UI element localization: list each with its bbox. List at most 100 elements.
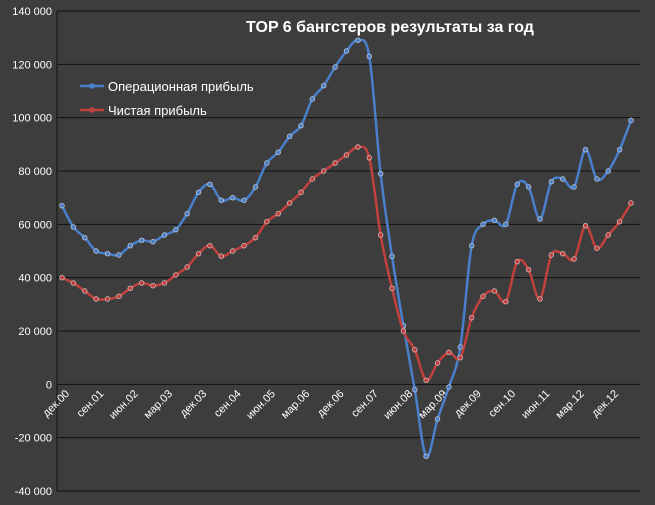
series-operating-profit-point	[548, 178, 555, 185]
series-operating-profit-point	[82, 234, 88, 241]
series-net-profit-point	[343, 152, 350, 158]
y-tick-label: -40 000	[15, 486, 52, 498]
series-operating-profit-point	[218, 197, 225, 204]
series-operating-profit-point	[70, 224, 77, 230]
x-tick-label: дек.00	[41, 388, 73, 420]
legend-marker-operating	[89, 83, 95, 89]
series-net-profit-point	[116, 293, 122, 300]
series-net-profit-point	[218, 253, 225, 260]
series-net-profit-point	[59, 274, 65, 281]
x-tick-label: сен.01	[75, 388, 107, 420]
series-operating-profit-point	[366, 53, 372, 60]
series-net-profit-point	[537, 296, 543, 302]
series-net-profit-point	[207, 242, 213, 249]
series-operating-profit-point	[560, 176, 566, 182]
legend-item-operating-profit: Операционная прибыль	[80, 79, 254, 94]
y-tick-label: 120 000	[12, 59, 52, 71]
series-operating-profit-point	[241, 197, 247, 204]
series-operating-profit-point	[537, 216, 543, 222]
y-tick-label: 40 000	[18, 273, 52, 285]
x-tick-label: мар.09	[416, 388, 449, 421]
series-net-profit-point	[93, 296, 99, 302]
x-tick-label: сен.10	[486, 388, 518, 420]
series-net-profit-point	[423, 377, 429, 384]
y-tick-label: 0	[46, 379, 52, 391]
series-operating-profit-point	[355, 37, 361, 44]
series-net-profit-point	[400, 328, 407, 334]
series-net-profit-point	[446, 349, 452, 356]
series-operating-profit-point	[468, 242, 475, 249]
series-net-profit-point	[70, 280, 77, 286]
series-net-profit-point	[264, 218, 270, 225]
series-net-profit-point	[616, 218, 623, 225]
series-net-profit-point	[560, 250, 566, 257]
series-net-profit-point	[605, 232, 611, 238]
series-net-profit-point	[594, 245, 600, 252]
y-axis-ticks: -40 000 -20 000 0 20 000 40 000 60 000 80 000 1…	[12, 6, 52, 498]
series-operating-profit-point	[252, 184, 259, 190]
series-operating-profit-point	[207, 181, 213, 188]
x-tick-label: июн.11	[519, 388, 552, 421]
series-operating-profit-point	[275, 149, 281, 156]
series-net-profit-point	[241, 242, 247, 249]
series-net-profit-point	[628, 200, 634, 206]
series-operating-profit-point	[264, 160, 270, 166]
series-operating-profit-point	[412, 386, 418, 393]
series-net-profit-point	[468, 314, 475, 321]
series-operating-profit-point	[446, 384, 452, 390]
y-tick-label: 140 000	[12, 6, 52, 18]
series-operating-profit-point	[184, 210, 190, 217]
series-operating-profit-point	[298, 122, 304, 129]
series-net-profit-line	[61, 145, 633, 382]
series-net-profit-point	[377, 232, 384, 238]
gridlines	[56, 10, 640, 492]
series-net-profit-point	[480, 293, 486, 300]
series-net-profit-point	[184, 264, 190, 270]
y-tick-label: 80 000	[18, 166, 52, 178]
series-operating-profit-point	[286, 133, 293, 140]
legend-marker-net	[89, 107, 95, 113]
series-net-profit-point	[150, 282, 156, 289]
series-net-profit-point	[548, 252, 555, 258]
series-operating-profit-point	[457, 344, 463, 350]
series-net-profit-point	[298, 189, 304, 196]
series-net-profit-point	[457, 354, 463, 361]
series-operating-profit-point	[150, 238, 156, 245]
legend-label-net: Чистая прибыль	[108, 103, 207, 118]
series-operating-profit-point	[104, 250, 111, 257]
series-net-profit-point	[230, 248, 236, 254]
series-operating-profit-point	[480, 221, 486, 228]
series-operating-profit-point	[321, 82, 327, 89]
series-net-profit-point	[161, 280, 168, 286]
series-operating-profit-point	[332, 64, 338, 70]
chart-title: TOP 6 бангстеров результаты за год	[246, 19, 534, 36]
series-net-profit-point	[366, 154, 372, 161]
x-tick-label: июн.02	[107, 388, 141, 422]
x-axis-ticks: дек.00 сен.01 июн.02 мар.03 дек.03 сен.04 июн.…	[41, 388, 622, 422]
series-net-profit-point	[514, 258, 520, 265]
series-net-profit-point	[309, 176, 316, 182]
series-operating-profit-point	[230, 194, 236, 201]
x-tick-label: дек.09	[452, 388, 484, 420]
series-operating-profit-point	[514, 181, 520, 188]
series-operating-profit-point	[616, 146, 623, 153]
legend: Операционная прибыль Чистая прибыль	[80, 79, 254, 118]
series-net-profit-point	[355, 144, 361, 150]
series-net-profit-point	[412, 346, 418, 353]
series-net-profit-point	[525, 266, 532, 273]
series-net-profit-point	[82, 288, 88, 294]
y-tick-label: 100 000	[12, 113, 52, 125]
series-operating-profit-point	[491, 217, 498, 224]
series-net-profit-point	[389, 285, 395, 292]
series-net-profit-point	[252, 234, 259, 241]
series-net-profit-point	[434, 360, 441, 366]
x-tick-label: дек.03	[178, 388, 210, 420]
series-lines	[59, 37, 634, 460]
series-net-profit-point	[173, 272, 179, 278]
series-net-profit-point	[491, 288, 498, 294]
series-operating-profit-point	[93, 248, 99, 254]
series-operating-profit-point	[582, 146, 589, 153]
series-operating-profit-point	[59, 202, 65, 209]
series-operating-profit-point	[127, 242, 133, 249]
series-operating-profit-point	[605, 168, 611, 174]
